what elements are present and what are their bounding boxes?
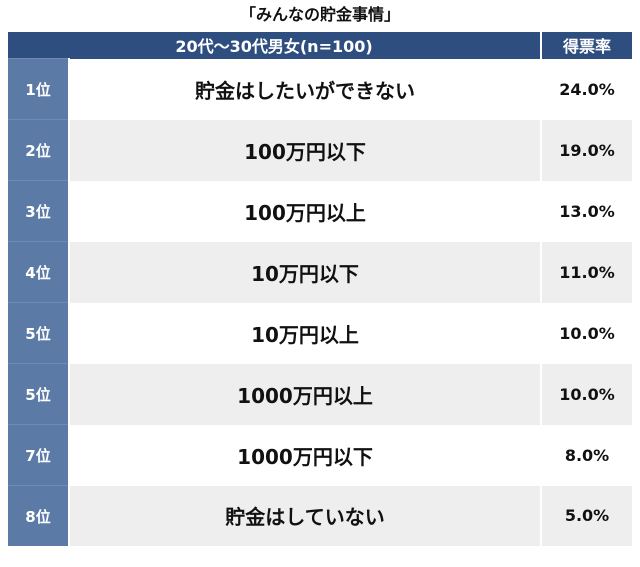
chart-title: 「みんなの貯金事情」 bbox=[239, 5, 400, 24]
table-row: 5位 1000万円以上 10.0% bbox=[8, 363, 633, 425]
table-row: 4位 10万円以下 11.0% bbox=[8, 241, 633, 303]
rate-cell: 10.0% bbox=[541, 363, 633, 425]
rank-cell: 1位 bbox=[8, 58, 70, 120]
table-row: 5位 10万円以上 10.0% bbox=[8, 302, 633, 364]
answer-cell: 10万円以下 bbox=[69, 241, 543, 303]
rate-cell: 8.0% bbox=[541, 424, 633, 486]
rank-cell: 3位 bbox=[8, 180, 70, 242]
answer-cell: 1000万円以下 bbox=[69, 424, 543, 486]
answer-cell: 100万円以上 bbox=[69, 180, 543, 242]
rate-cell: 13.0% bbox=[541, 180, 633, 242]
table-header-row: 20代〜30代男女(n=100) 得票率 bbox=[8, 32, 633, 59]
table-row: 8位 貯金はしていない 5.0% bbox=[8, 485, 633, 546]
rank-cell: 7位 bbox=[8, 424, 70, 486]
rate-cell: 11.0% bbox=[541, 241, 633, 303]
rank-cell: 4位 bbox=[8, 241, 70, 303]
answer-cell: 100万円以下 bbox=[69, 119, 543, 181]
rank-cell: 2位 bbox=[8, 119, 70, 181]
rank-cell: 8位 bbox=[8, 485, 70, 546]
table-row: 1位 貯金はしたいができない 24.0% bbox=[8, 58, 633, 120]
answer-cell: 1000万円以上 bbox=[69, 363, 543, 425]
table-row: 2位 100万円以下 19.0% bbox=[8, 119, 633, 181]
table-row: 3位 100万円以上 13.0% bbox=[8, 180, 633, 242]
header-rate-label: 得票率 bbox=[541, 32, 633, 59]
rate-cell: 10.0% bbox=[541, 302, 633, 364]
header-group-label: 20代〜30代男女(n=100) bbox=[8, 32, 543, 59]
answer-cell: 10万円以上 bbox=[69, 302, 543, 364]
rate-cell: 19.0% bbox=[541, 119, 633, 181]
table-row: 7位 1000万円以下 8.0% bbox=[8, 424, 633, 486]
rank-cell: 5位 bbox=[8, 302, 70, 364]
answer-cell: 貯金はしたいができない bbox=[69, 58, 543, 120]
rank-cell: 5位 bbox=[8, 363, 70, 425]
rate-cell: 24.0% bbox=[541, 58, 633, 120]
rate-cell: 5.0% bbox=[541, 485, 633, 546]
ranking-table: 20代〜30代男女(n=100) 得票率 1位 貯金はしたいができない 24.0… bbox=[8, 32, 633, 546]
answer-cell: 貯金はしていない bbox=[69, 485, 543, 546]
